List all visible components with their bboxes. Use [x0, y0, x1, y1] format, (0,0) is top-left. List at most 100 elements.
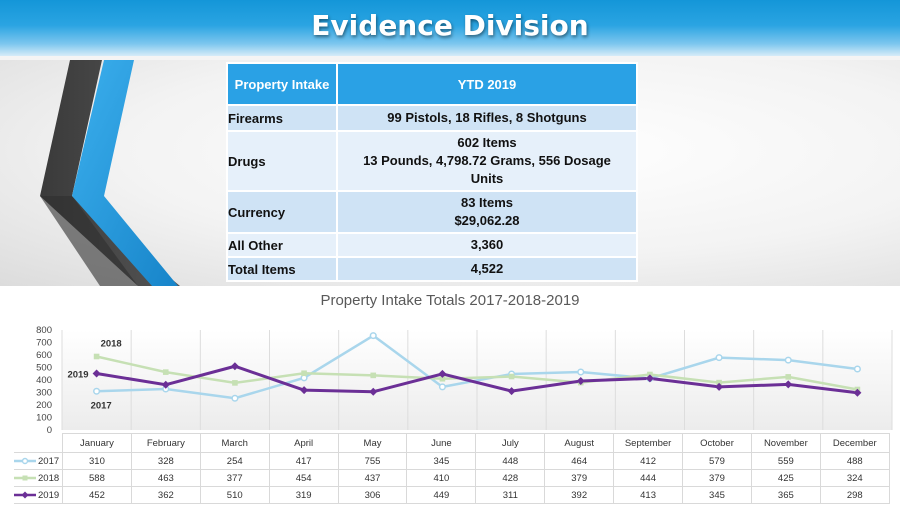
data-point-2018 — [162, 369, 169, 375]
data-table-category: June — [406, 433, 477, 453]
data-table-value: 454 — [268, 469, 339, 487]
header-banner: Evidence Division — [0, 0, 900, 56]
data-table-row-2018: 2018 588 463 377 454 437 410 428 379 444 379 425 324 — [14, 469, 890, 487]
data-table-value: 345 — [682, 486, 752, 504]
data-table-category: December — [819, 433, 890, 453]
intake-row-value: 602 Items 13 Pounds, 4,798.72 Grams, 556… — [336, 130, 638, 192]
series-line-2018 — [96, 355, 858, 391]
data-table-value: 413 — [613, 486, 684, 504]
data-point-2019 — [784, 380, 793, 389]
data-table-value: 463 — [130, 469, 201, 487]
y-tick-label: 800 — [36, 325, 52, 336]
intake-row-label: All Other — [226, 232, 338, 258]
data-table-value: 310 — [62, 452, 132, 470]
data-table-category: August — [544, 433, 615, 453]
data-point-2018 — [785, 374, 792, 380]
data-point-2017 — [853, 365, 861, 373]
data-point-2018 — [301, 370, 307, 377]
series-line-2017 — [96, 334, 858, 400]
data-table-category: March — [199, 433, 270, 453]
data-table-value: 379 — [544, 469, 615, 487]
legend-label: 2018 — [38, 472, 60, 484]
legend-key-2018: 2018 — [14, 469, 63, 487]
data-table-row-2017: 2017 310 328 254 417 755 345 448 464 412 579 559 488 — [14, 452, 890, 470]
intake-row-drugs: Drugs 602 Items 13 Pounds, 4,798.72 Gram… — [226, 130, 638, 192]
y-tick-label: 300 — [36, 388, 52, 399]
legend-key-2017: 2017 — [14, 452, 63, 470]
value-line: Units — [470, 171, 504, 186]
data-point-2018 — [232, 380, 238, 386]
intake-row-value: 3,360 — [336, 232, 638, 258]
data-table-value: 588 — [62, 469, 132, 487]
data-table-value: 464 — [544, 452, 615, 470]
value-line: 13 Pounds, 4,798.72 Grams, 556 Dosage — [363, 153, 611, 168]
data-point-2018 — [370, 372, 377, 379]
chevron-decoration — [40, 60, 180, 286]
data-table-value: 437 — [337, 469, 408, 487]
series-annotation-2019: 2019 — [67, 370, 88, 381]
data-table-value: 425 — [750, 469, 821, 487]
data-table-value: 345 — [406, 452, 477, 470]
y-tick-label: 700 — [36, 338, 52, 349]
data-table-category: September — [613, 433, 684, 453]
intake-header-category: Property Intake — [226, 62, 338, 106]
data-point-2019 — [369, 387, 378, 396]
intake-row-label: Total Items — [226, 256, 338, 282]
data-point-2018 — [508, 373, 515, 380]
value-line: 3,360 — [470, 237, 504, 252]
series-annotation-2017: 2017 — [91, 400, 112, 411]
data-point-2018 — [439, 375, 446, 382]
series-line-2019 — [96, 364, 858, 395]
data-point-2017 — [231, 394, 239, 402]
intake-row-value: 83 Items $29,062.28 — [336, 190, 638, 234]
data-table-value: 379 — [682, 469, 752, 487]
data-table-value: 444 — [613, 469, 684, 487]
data-table-category: May — [337, 433, 408, 453]
data-point-2017 — [438, 383, 446, 391]
data-point-2017 — [369, 332, 377, 340]
property-intake-table: Property Intake YTD 2019 Firearms 99 Pis… — [226, 62, 638, 282]
data-table-value: 324 — [819, 469, 890, 487]
value-line: 83 Items — [460, 195, 514, 210]
data-point-2019 — [161, 380, 170, 389]
y-tick-label: 100 — [36, 413, 52, 424]
intake-row-value: 99 Pistols, 18 Rifles, 8 Shotguns — [336, 104, 638, 132]
data-table-value: 755 — [337, 452, 408, 470]
data-table-value: 510 — [199, 486, 270, 504]
data-table-value: 412 — [613, 452, 684, 470]
data-table-category: January — [62, 433, 132, 453]
data-point-2019 — [230, 362, 239, 371]
data-table-value: 449 — [406, 486, 477, 504]
data-table-value: 319 — [268, 486, 339, 504]
intake-row-label: Currency — [226, 190, 338, 234]
data-table-value: 448 — [475, 452, 546, 470]
data-table-value: 452 — [62, 486, 132, 504]
data-table-value: 579 — [682, 452, 752, 470]
data-table-category: November — [750, 433, 821, 453]
data-point-2018 — [716, 379, 722, 386]
intake-row-currency: Currency 83 Items $29,062.28 — [226, 190, 638, 234]
data-point-2019 — [438, 369, 447, 378]
intake-row-value: 4,522 — [336, 256, 638, 282]
data-table-row-2019: 2019 452 362 510 319 306 449 311 392 413 345 365 298 — [14, 486, 890, 504]
y-tick-label: 0 — [47, 425, 52, 435]
legend-swatch-2018 — [14, 475, 36, 481]
page-title: Evidence Division — [311, 9, 589, 42]
data-table-value: 417 — [268, 452, 339, 470]
data-table-corner — [14, 433, 63, 453]
data-point-2017 — [93, 387, 101, 395]
data-table-category: February — [130, 433, 201, 453]
data-point-2019 — [853, 388, 862, 397]
y-tick-label: 600 — [36, 350, 52, 361]
intake-row-firearms: Firearms 99 Pistols, 18 Rifles, 8 Shotgu… — [226, 104, 638, 132]
legend-label: 2019 — [38, 489, 60, 501]
series-annotation-2018: 2018 — [101, 339, 122, 350]
data-table-value: 362 — [130, 486, 201, 504]
intake-row-label: Firearms — [226, 104, 338, 132]
data-table-value: 306 — [337, 486, 408, 504]
data-table-category: October — [682, 433, 752, 453]
data-table-value: 377 — [199, 469, 270, 487]
y-tick-label: 500 — [36, 363, 52, 374]
intake-header-ytd: YTD 2019 — [336, 62, 638, 106]
